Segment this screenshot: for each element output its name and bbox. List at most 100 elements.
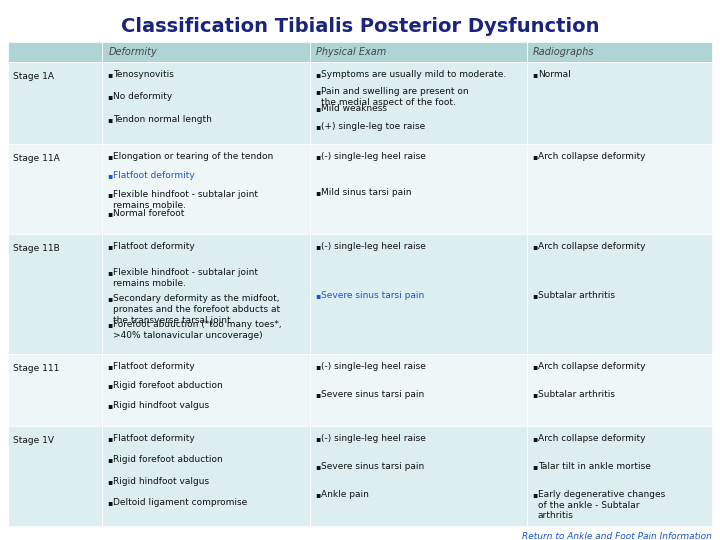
Bar bbox=[310, 62, 527, 144]
Text: ▪: ▪ bbox=[315, 291, 320, 300]
Text: ▪: ▪ bbox=[532, 70, 537, 79]
Text: Pain and swelling are present on
the medial aspect of the foot.: Pain and swelling are present on the med… bbox=[321, 87, 469, 107]
Text: ▪: ▪ bbox=[107, 381, 112, 390]
Text: Severe sinus tarsi pain: Severe sinus tarsi pain bbox=[321, 291, 424, 300]
Text: Stage 1V: Stage 1V bbox=[13, 436, 54, 445]
Text: ▪: ▪ bbox=[315, 490, 320, 499]
Text: ▪: ▪ bbox=[315, 152, 320, 161]
Text: ▪: ▪ bbox=[532, 291, 537, 300]
Text: ▪: ▪ bbox=[107, 171, 112, 180]
Text: Arch collapse deformity: Arch collapse deformity bbox=[538, 434, 645, 443]
Bar bbox=[527, 354, 712, 426]
Bar bbox=[102, 354, 310, 426]
Bar bbox=[102, 426, 310, 526]
Text: Radiographs: Radiographs bbox=[533, 47, 594, 57]
Text: Stage 111: Stage 111 bbox=[13, 364, 59, 373]
Text: Flexible hindfoot - subtalar joint
remains mobile.: Flexible hindfoot - subtalar joint remai… bbox=[113, 190, 258, 210]
Bar bbox=[102, 42, 310, 62]
Text: Deltoid ligament compromise: Deltoid ligament compromise bbox=[113, 498, 248, 507]
Text: (-) single-leg heel raise: (-) single-leg heel raise bbox=[321, 242, 426, 251]
Text: ▪: ▪ bbox=[107, 92, 112, 102]
Bar bbox=[310, 426, 527, 526]
Text: ▪: ▪ bbox=[107, 455, 112, 464]
Bar bbox=[310, 234, 527, 354]
Bar bbox=[102, 144, 310, 234]
Text: ▪: ▪ bbox=[107, 498, 112, 507]
Text: Secondary deformity as the midfoot,
pronates and the forefoot abducts at
the tra: Secondary deformity as the midfoot, pron… bbox=[113, 294, 281, 325]
Bar bbox=[8, 234, 102, 354]
Text: ▪: ▪ bbox=[107, 268, 112, 277]
Text: Deformity: Deformity bbox=[108, 47, 157, 57]
Bar bbox=[310, 144, 527, 234]
Text: ▪: ▪ bbox=[315, 390, 320, 399]
Bar bbox=[102, 62, 310, 144]
Text: Tendon normal length: Tendon normal length bbox=[113, 115, 212, 124]
Text: Stage 11B: Stage 11B bbox=[13, 244, 60, 253]
Text: ▪: ▪ bbox=[315, 70, 320, 79]
Text: Talar tilt in ankle mortise: Talar tilt in ankle mortise bbox=[538, 462, 651, 471]
Text: ▪: ▪ bbox=[107, 294, 112, 303]
Text: Normal: Normal bbox=[538, 70, 570, 79]
Text: Elongation or tearing of the tendon: Elongation or tearing of the tendon bbox=[113, 152, 274, 161]
Bar bbox=[8, 354, 102, 426]
Bar bbox=[527, 144, 712, 234]
Text: ▪: ▪ bbox=[315, 122, 320, 131]
Text: Flatfoot deformity: Flatfoot deformity bbox=[113, 242, 195, 251]
Bar bbox=[8, 62, 102, 144]
Text: Flatfoot deformity: Flatfoot deformity bbox=[113, 434, 195, 443]
Text: ▪: ▪ bbox=[315, 242, 320, 251]
Text: Physical Exam: Physical Exam bbox=[316, 47, 386, 57]
Text: Stage 11A: Stage 11A bbox=[13, 154, 60, 163]
Bar bbox=[8, 144, 102, 234]
Text: ▪: ▪ bbox=[315, 462, 320, 471]
Text: Rigid forefoot abduction: Rigid forefoot abduction bbox=[113, 455, 223, 464]
Text: Subtalar arthritis: Subtalar arthritis bbox=[538, 390, 615, 399]
Text: No deformity: No deformity bbox=[113, 92, 173, 102]
Text: (-) single-leg heel raise: (-) single-leg heel raise bbox=[321, 362, 426, 371]
Text: (-) single-leg heel raise: (-) single-leg heel raise bbox=[321, 434, 426, 443]
Text: Symptoms are usually mild to moderate.: Symptoms are usually mild to moderate. bbox=[321, 70, 506, 79]
Text: (-) single-leg heel raise: (-) single-leg heel raise bbox=[321, 152, 426, 161]
Text: (+) single-leg toe raise: (+) single-leg toe raise bbox=[321, 122, 426, 131]
Text: Flexible hindfoot - subtalar joint
remains mobile.: Flexible hindfoot - subtalar joint remai… bbox=[113, 268, 258, 288]
Text: Flatfoot deformity: Flatfoot deformity bbox=[113, 171, 195, 180]
Text: ▪: ▪ bbox=[315, 104, 320, 113]
Text: Severe sinus tarsi pain: Severe sinus tarsi pain bbox=[321, 462, 424, 471]
Bar bbox=[102, 234, 310, 354]
Text: Mild sinus tarsi pain: Mild sinus tarsi pain bbox=[321, 188, 412, 197]
Text: ▪: ▪ bbox=[532, 462, 537, 471]
Text: ▪: ▪ bbox=[532, 490, 537, 499]
Text: Stage 1A: Stage 1A bbox=[13, 72, 54, 81]
Bar bbox=[527, 234, 712, 354]
Text: Rigid forefoot abduction: Rigid forefoot abduction bbox=[113, 381, 223, 390]
Text: Arch collapse deformity: Arch collapse deformity bbox=[538, 152, 645, 161]
Text: ▪: ▪ bbox=[315, 434, 320, 443]
Text: ▪: ▪ bbox=[107, 190, 112, 199]
Text: ▪: ▪ bbox=[107, 115, 112, 124]
Text: ▪: ▪ bbox=[532, 434, 537, 443]
Text: Arch collapse deformity: Arch collapse deformity bbox=[538, 242, 645, 251]
Text: ▪: ▪ bbox=[107, 242, 112, 251]
Bar bbox=[8, 426, 102, 526]
Text: ▪: ▪ bbox=[107, 152, 112, 161]
Text: Early degenerative changes
of the ankle - Subtalar
arthritis: Early degenerative changes of the ankle … bbox=[538, 490, 665, 520]
Text: ▪: ▪ bbox=[107, 70, 112, 79]
Bar bbox=[527, 62, 712, 144]
Text: ▪: ▪ bbox=[107, 320, 112, 329]
Text: ▪: ▪ bbox=[532, 152, 537, 161]
Text: ▪: ▪ bbox=[107, 209, 112, 218]
Text: Tenosynovitis: Tenosynovitis bbox=[113, 70, 174, 79]
Text: Rigid hindfoot valgus: Rigid hindfoot valgus bbox=[113, 477, 210, 486]
Text: ▪: ▪ bbox=[107, 362, 112, 371]
Bar bbox=[527, 426, 712, 526]
Text: Ankle pain: Ankle pain bbox=[321, 490, 369, 499]
Text: ▪: ▪ bbox=[532, 242, 537, 251]
Text: Rigid hindfoot valgus: Rigid hindfoot valgus bbox=[113, 401, 210, 410]
Text: ▪: ▪ bbox=[532, 362, 537, 371]
Text: Normal forefoot: Normal forefoot bbox=[113, 209, 185, 218]
Bar bbox=[527, 42, 712, 62]
Bar bbox=[310, 42, 527, 62]
Text: ▪: ▪ bbox=[107, 434, 112, 443]
Text: Flatfoot deformity: Flatfoot deformity bbox=[113, 362, 195, 371]
Text: Arch collapse deformity: Arch collapse deformity bbox=[538, 362, 645, 371]
